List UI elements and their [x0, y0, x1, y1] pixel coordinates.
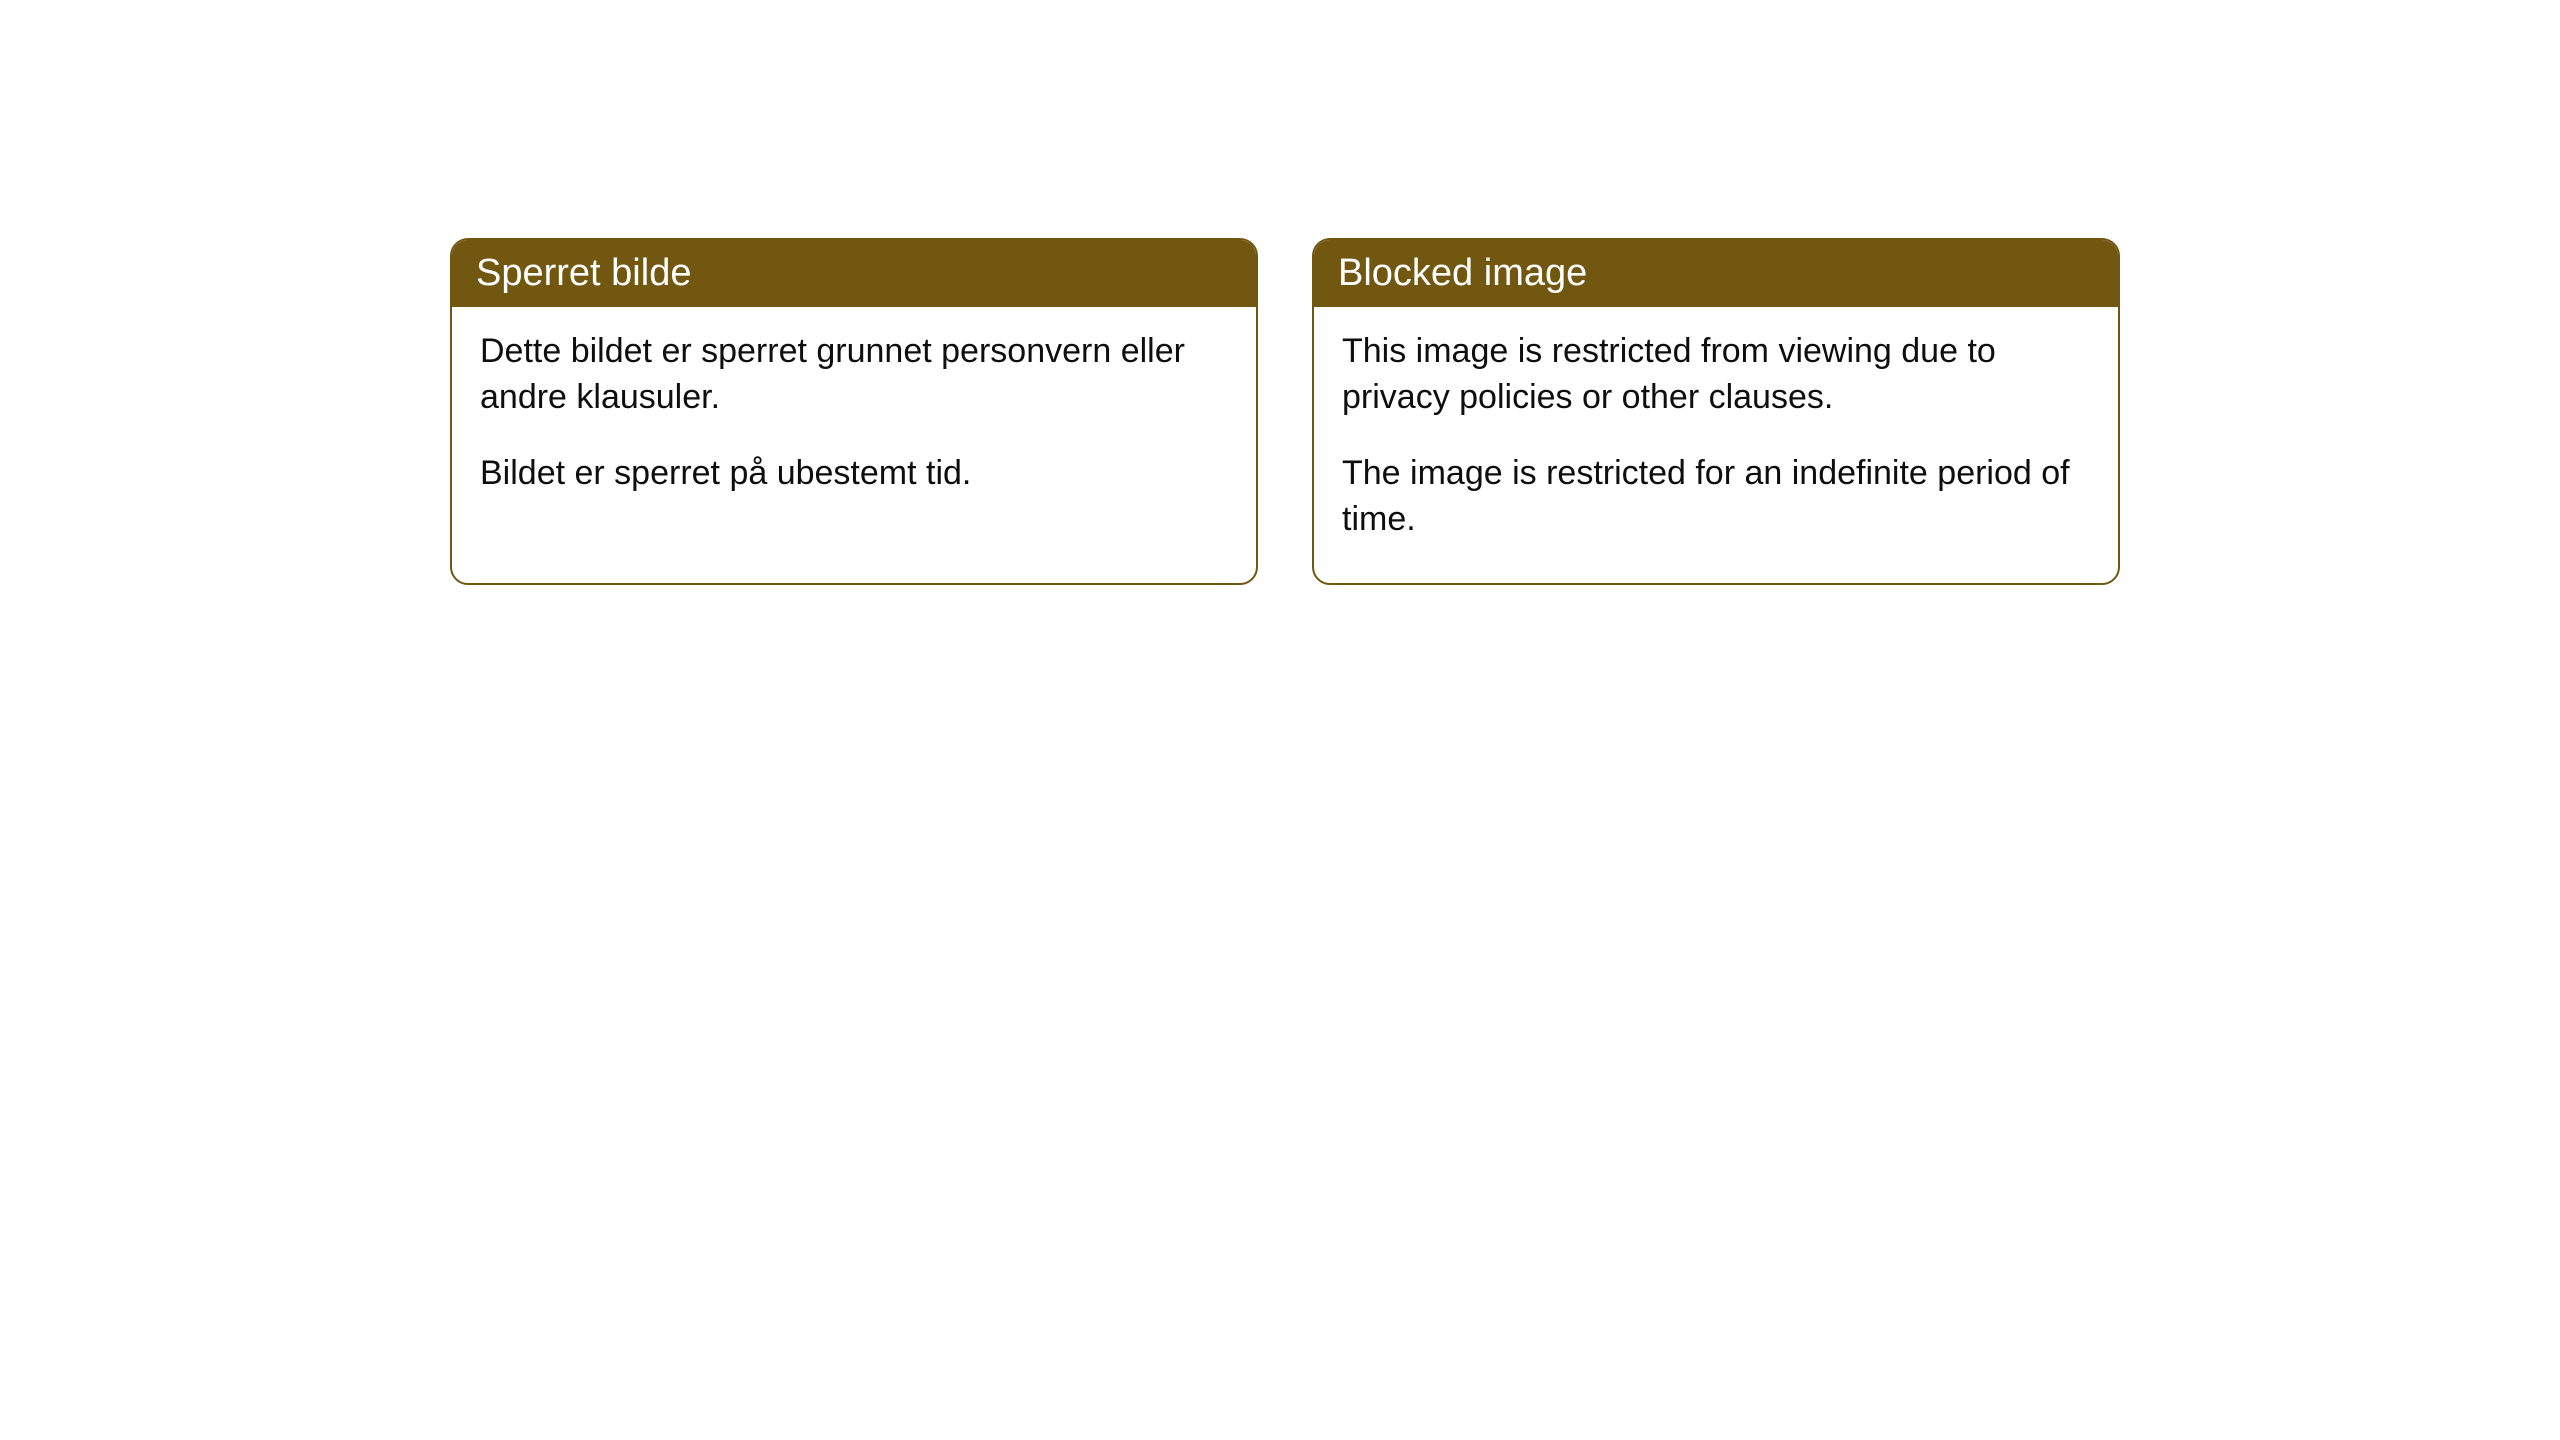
card-header: Sperret bilde	[452, 240, 1256, 307]
card-paragraph: The image is restricted for an indefinit…	[1342, 451, 2090, 543]
card-body: Dette bildet er sperret grunnet personve…	[452, 307, 1256, 537]
blocked-image-card-en: Blocked image This image is restricted f…	[1312, 238, 2120, 585]
card-paragraph: Bildet er sperret på ubestemt tid.	[480, 451, 1228, 497]
blocked-image-card-no: Sperret bilde Dette bildet er sperret gr…	[450, 238, 1258, 585]
card-paragraph: Dette bildet er sperret grunnet personve…	[480, 329, 1228, 421]
card-body: This image is restricted from viewing du…	[1314, 307, 2118, 583]
card-paragraph: This image is restricted from viewing du…	[1342, 329, 2090, 421]
card-header: Blocked image	[1314, 240, 2118, 307]
notice-cards-container: Sperret bilde Dette bildet er sperret gr…	[0, 0, 2560, 585]
